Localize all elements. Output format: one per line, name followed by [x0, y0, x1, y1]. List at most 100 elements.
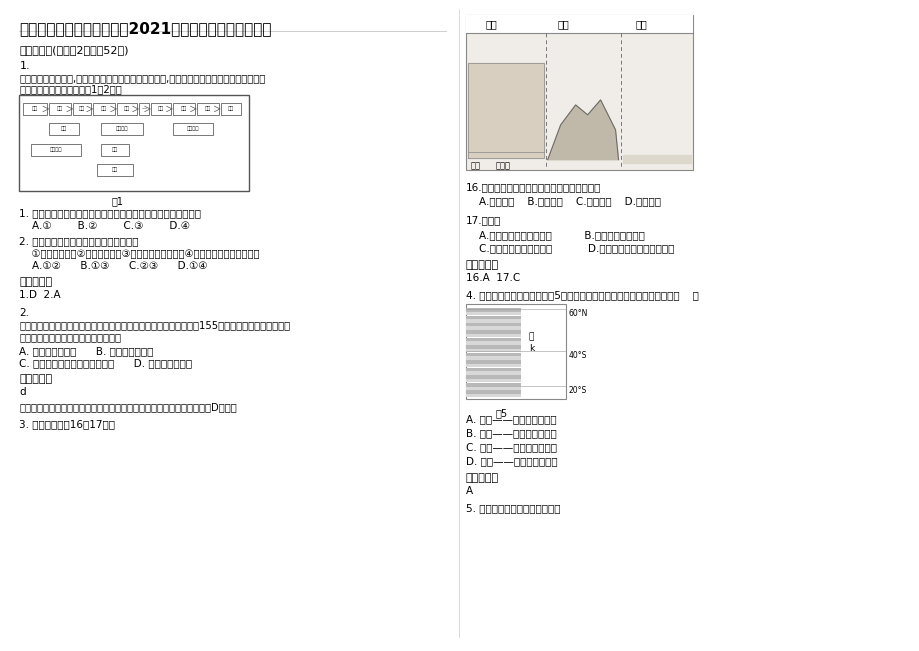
Bar: [466, 323, 520, 327]
Text: 秸秆: 秸秆: [101, 106, 108, 111]
Text: 2.: 2.: [19, 308, 29, 318]
Text: 田间堆肥: 田间堆肥: [50, 147, 62, 152]
Text: 堆肥: 堆肥: [61, 126, 67, 132]
Text: 参考答案：: 参考答案：: [466, 260, 499, 270]
Bar: [466, 386, 520, 390]
Text: 还田: 还田: [227, 106, 233, 111]
Text: A.流水侵蚀    B.风力侵蚀    C.冰川侵蚀    D.流水沉积: A.流水侵蚀 B.风力侵蚀 C.冰川侵蚀 D.流水沉积: [466, 197, 660, 206]
Text: 参考答案：: 参考答案：: [19, 277, 52, 287]
Bar: [19, 95, 248, 191]
Text: 山东省青岛市即墨王村中学2021年高一地理测试题含解析: 山东省青岛市即墨王村中学2021年高一地理测试题含解析: [19, 21, 271, 36]
Text: 沼气: 沼气: [158, 106, 164, 111]
Text: 1.D  2.A: 1.D 2.A: [19, 290, 61, 300]
Text: 1.: 1.: [19, 61, 30, 71]
Text: 16.该地形的发育主要是受何种外力影响形成的: 16.该地形的发育主要是受何种外力影响形成的: [466, 183, 601, 193]
Text: A.①②      B.①③      C.②③      D.①④: A.①② B.①③ C.②③ D.①④: [19, 261, 208, 271]
Text: 图5: 图5: [495, 409, 507, 419]
Text: 16.A  17.C: 16.A 17.C: [466, 273, 519, 283]
Text: 3. 读下图，回答16～17题。: 3. 读下图，回答16～17题。: [19, 420, 115, 430]
Text: 行星是绕着恒星运动的，这颗行星应绕着它所在天体系统的恒星运行，选D正确。: 行星是绕着恒星运动的，这颗行星应绕着它所在天体系统的恒星运行，选D正确。: [19, 402, 237, 411]
Bar: [466, 304, 565, 398]
Text: 图1: 图1: [111, 197, 123, 206]
Polygon shape: [468, 63, 543, 158]
Text: 利用方式示意图，读图回答1～2题。: 利用方式示意图，读图回答1～2题。: [19, 84, 122, 94]
Bar: [466, 371, 520, 375]
Text: 山区: 山区: [557, 20, 569, 29]
Text: A: A: [466, 486, 472, 496]
Bar: [101, 123, 142, 135]
Bar: [466, 331, 520, 334]
Text: ①引起大气污染②造成资源浪费③增加土壤有机质含量④不利于农村能源结构调整: ①引起大气污染②造成资源浪费③增加土壤有机质含量④不利于农村能源结构调整: [19, 249, 259, 259]
Text: C. 暖流——顺时针方向流动: C. 暖流——顺时针方向流动: [466, 443, 556, 452]
Bar: [466, 327, 520, 330]
Text: 60°N: 60°N: [568, 309, 587, 318]
Bar: [466, 308, 520, 312]
Text: A.①        B.②        C.③        D.④: A.① B.② C.③ D.④: [19, 221, 190, 232]
Text: 沼气: 沼气: [124, 106, 130, 111]
Text: 大: 大: [528, 332, 534, 341]
Text: 高原: 高原: [485, 20, 497, 29]
Text: k: k: [528, 344, 533, 353]
Bar: [466, 361, 520, 364]
Text: 5. 读六大板块分布示意图，回答: 5. 读六大板块分布示意图，回答: [466, 503, 560, 513]
Text: 1. 既能提供生活能源，又有利于提高土壤肥力的秸秆利用方式是: 1. 既能提供生活能源，又有利于提高土壤肥力的秸秆利用方式是: [19, 208, 201, 219]
Text: 溶洞: 溶洞: [471, 161, 481, 171]
Bar: [466, 16, 693, 170]
Bar: [74, 103, 91, 115]
Text: 沼气装置: 沼气装置: [187, 126, 199, 132]
Text: 秸秆: 秸秆: [32, 106, 39, 111]
Bar: [466, 341, 520, 345]
Bar: [466, 368, 520, 371]
Bar: [50, 123, 79, 135]
Bar: [466, 364, 520, 367]
Text: 秸秆: 秸秆: [112, 147, 118, 152]
Polygon shape: [622, 155, 690, 163]
Text: 工业原料: 工业原料: [116, 126, 128, 132]
Bar: [466, 338, 520, 341]
Text: B. 寒流——逆时针方向流动: B. 寒流——逆时针方向流动: [466, 428, 556, 439]
Bar: [173, 123, 212, 135]
Text: 在我国广大农村地区,随着生活能源消费结构的逐步改善,秸秆利用问题日益突出。下图是秸秆: 在我国广大农村地区,随着生活能源消费结构的逐步改善,秸秆利用问题日益突出。下图是…: [19, 73, 266, 83]
Text: 肥料: 肥料: [204, 106, 210, 111]
Text: 4. 根据世界洋流分布规律，图5中洋流的性质和所属大洋环流的流向应是（    ）: 4. 根据世界洋流分布规律，图5中洋流的性质和所属大洋环流的流向应是（ ）: [466, 290, 698, 300]
Bar: [151, 103, 171, 115]
Bar: [466, 356, 520, 360]
Text: 渣液: 渣液: [180, 106, 187, 111]
Bar: [197, 103, 219, 115]
Text: 17.该地貌: 17.该地貌: [466, 215, 501, 225]
Text: 2. 在农田里大面积焚烧秸秆的影响主要是: 2. 在农田里大面积焚烧秸秆的影响主要是: [19, 236, 139, 246]
Bar: [466, 349, 520, 352]
Bar: [466, 312, 520, 315]
Bar: [139, 103, 149, 115]
Text: 一、选择题(每小题2分，共52分): 一、选择题(每小题2分，共52分): [19, 45, 129, 55]
Text: —: —: [142, 106, 146, 111]
Bar: [101, 144, 129, 156]
Bar: [93, 103, 115, 115]
Bar: [466, 394, 520, 397]
Text: 地下河: 地下河: [495, 161, 510, 171]
Text: 科学家在太阳系外部发现了一个和地球非常相似的行星其行星编号为155，是太阳系外最小的行星，: 科学家在太阳系外部发现了一个和地球非常相似的行星其行星编号为155，是太阳系外最…: [19, 320, 290, 330]
Bar: [466, 316, 520, 319]
Bar: [466, 390, 520, 394]
Text: D. 暖流——逆时针方向流动: D. 暖流——逆时针方向流动: [466, 456, 557, 466]
Text: 它虽然体积小，我们称之为行星是因为: 它虽然体积小，我们称之为行星是因为: [19, 332, 121, 342]
Bar: [466, 334, 520, 337]
Text: 饲料: 饲料: [79, 106, 85, 111]
Text: 平原: 平原: [635, 20, 646, 29]
Text: C. 和恒星的距离为一个天文单位      D. 围绕着恒星公转: C. 和恒星的距离为一个天文单位 D. 围绕着恒星公转: [19, 358, 192, 368]
Polygon shape: [547, 100, 618, 159]
Text: 40°S: 40°S: [568, 351, 586, 360]
Bar: [466, 375, 520, 379]
Bar: [221, 103, 241, 115]
Bar: [466, 353, 520, 356]
Bar: [117, 103, 137, 115]
Bar: [173, 103, 195, 115]
Bar: [466, 383, 520, 386]
Text: d: d: [19, 387, 26, 396]
Text: 参考答案：: 参考答案：: [466, 473, 499, 483]
Bar: [97, 163, 133, 176]
Text: 20°S: 20°S: [568, 386, 586, 395]
Bar: [466, 16, 693, 33]
Text: 燃料: 燃料: [57, 106, 63, 111]
Text: C.主要形成于石灰岩地区           D.形成于各地带的岩浆岩地区: C.主要形成于石灰岩地区 D.形成于各地带的岩浆岩地区: [466, 243, 674, 253]
